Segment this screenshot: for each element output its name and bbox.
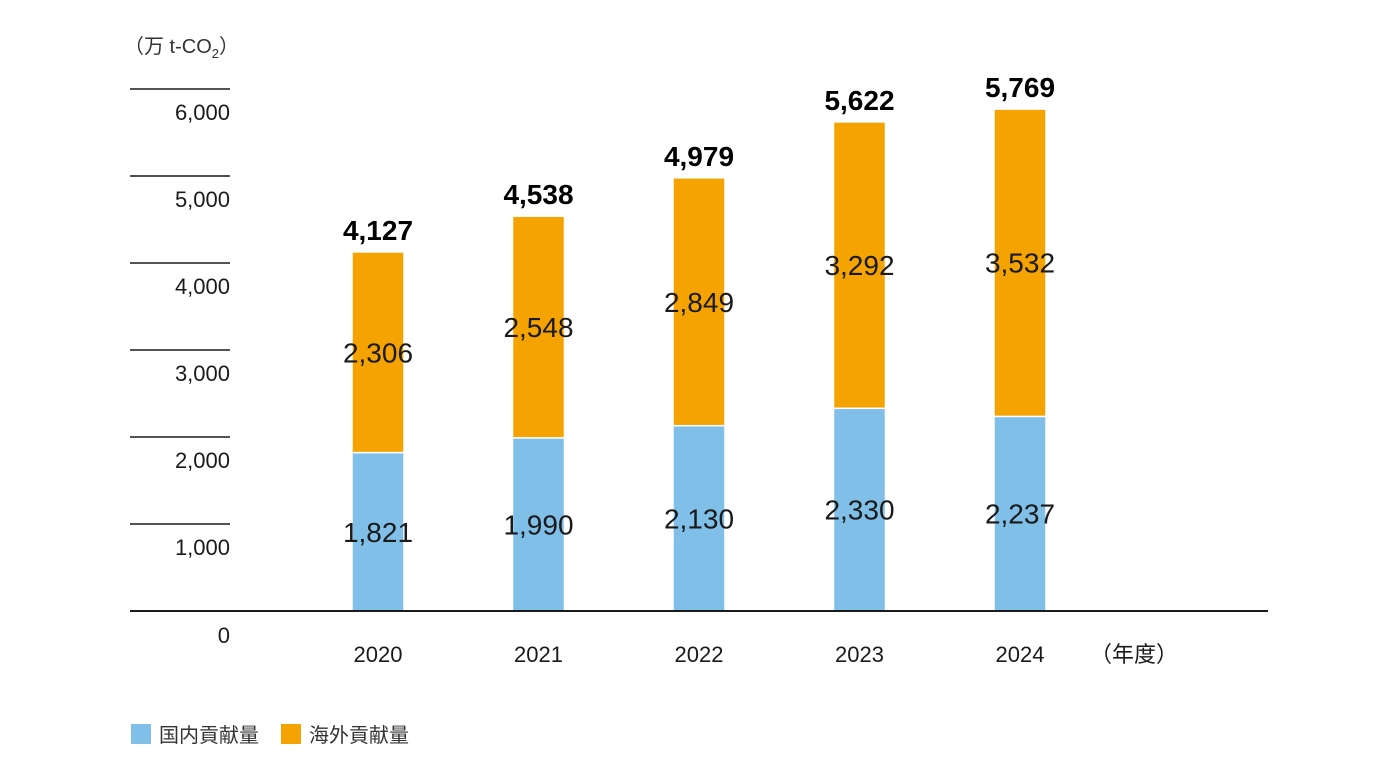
y-tick-label: 0 (218, 623, 230, 648)
bar-value-label: 2,130 (664, 503, 734, 534)
bar-value-label: 2,330 (824, 495, 894, 526)
y-unit-label: （万 t-CO2） (124, 35, 239, 61)
y-unit-suffix: ） (219, 35, 239, 58)
y-tick-label: 6,000 (175, 100, 230, 125)
y-tick-label: 2,000 (175, 448, 230, 473)
bar-value-label: 1,990 (503, 509, 573, 540)
x-tick-label: 2024 (996, 642, 1045, 667)
x-axis-ticks: 2020 2021 2022 2023 2024 (354, 642, 1045, 667)
x-tick-label: 2020 (354, 642, 403, 667)
x-tick-label: 2021 (514, 642, 563, 667)
y-tick-label: 3,000 (175, 361, 230, 386)
y-unit-subscript: 2 (212, 46, 219, 61)
bar-value-label: 2,548 (503, 312, 573, 343)
bar-total-label: 5,769 (985, 72, 1055, 103)
bar-segment-overseas (351, 251, 405, 454)
y-tick-label: 1,000 (175, 535, 230, 560)
bar-segment-domestic (672, 424, 726, 612)
bar-value-label: 3,292 (824, 250, 894, 281)
y-axis-ticks: 0 1,000 2,000 3,000 4,000 5,000 6,000 (130, 88, 230, 648)
y-tick-label: 4,000 (175, 274, 230, 299)
bar-total-label: 5,622 (824, 85, 894, 116)
y-tick-label: 5,000 (175, 187, 230, 212)
bar-segment-overseas (672, 177, 726, 427)
bar-segment-overseas (993, 108, 1047, 418)
bar-value-label: 3,532 (985, 248, 1055, 279)
bar-value-label: 2,849 (664, 287, 734, 318)
legend: 国内貢献量 海外貢献量 (131, 724, 409, 747)
x-tick-label: 2023 (835, 642, 884, 667)
bars-group: 1,821 2,306 4,127 1,990 2,548 4,538 2,130 2,849… (343, 72, 1055, 612)
bar-value-label: 2,306 (343, 337, 413, 368)
bar-value-label: 2,237 (985, 499, 1055, 530)
bar-value-label: 1,821 (343, 517, 413, 548)
bar-segment-overseas (511, 215, 566, 439)
y-unit-prefix: （万 t-CO (124, 35, 212, 58)
bar-segment-overseas (832, 121, 887, 410)
legend-label: 国内貢献量 (159, 724, 259, 747)
bar-total-label: 4,127 (343, 215, 413, 246)
bar-total-label: 4,538 (503, 179, 573, 210)
x-axis-unit: （年度） (1090, 642, 1178, 667)
legend-label: 海外貢献量 (309, 724, 409, 747)
legend-swatch (281, 724, 301, 744)
bar-segment-domestic (511, 437, 566, 612)
legend-swatch (131, 724, 151, 744)
bar-total-label: 4,979 (664, 141, 734, 172)
x-tick-label: 2022 (675, 642, 724, 667)
bar-segment-domestic (832, 407, 887, 612)
